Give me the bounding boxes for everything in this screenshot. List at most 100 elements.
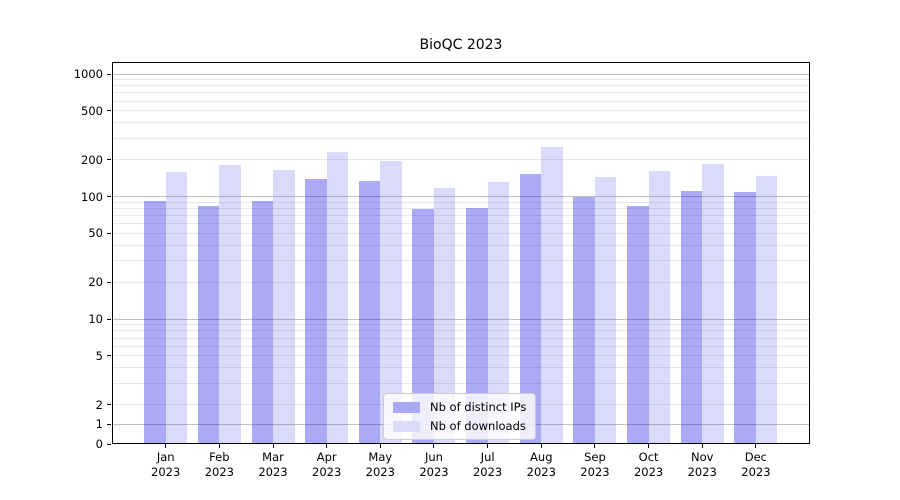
plot-area: Nb of distinct IPs Nb of downloads <box>107 62 810 448</box>
bar-downloads-feb <box>219 164 241 444</box>
x-tick-label: Dec 2023 <box>728 450 784 480</box>
bar-downloads-dec <box>755 176 778 444</box>
x-tick-label: Jul 2023 <box>460 450 516 480</box>
x-tick-month: Jul <box>480 450 495 464</box>
y-tick-label: 50 <box>88 226 103 241</box>
x-tick-mark <box>540 444 542 448</box>
legend-swatch-downloads <box>393 420 420 432</box>
bar-downloads-jan <box>165 171 188 444</box>
x-tick-year: 2023 <box>472 465 503 479</box>
x-tick-month: Nov <box>691 450 714 464</box>
gridline-minor <box>112 281 810 283</box>
x-tick-month: Dec <box>744 450 768 464</box>
gridline-minor <box>112 382 810 384</box>
bar-downloads-sep <box>594 176 617 444</box>
y-tick-label: 500 <box>81 103 103 118</box>
bar-downloads-oct <box>648 170 671 444</box>
gridline-minor <box>112 122 810 124</box>
gridline-minor <box>112 367 810 369</box>
bar-downloads-apr <box>326 151 349 444</box>
y-tick-label: 1000 <box>73 67 103 81</box>
y-tick-label: 1 <box>95 417 103 432</box>
chart-title: BioQC 2023 <box>419 37 503 53</box>
x-tick-label: Oct 2023 <box>621 450 677 480</box>
bar-downloads-jun <box>433 188 456 444</box>
y-tick-mark <box>107 196 111 198</box>
y-tick-mark <box>107 281 111 283</box>
bar-ips-apr <box>305 178 327 444</box>
gridline-minor <box>112 79 810 81</box>
x-tick-label: Feb 2023 <box>191 450 247 480</box>
x-tick-mark <box>218 444 220 448</box>
gridline-minor <box>112 244 810 246</box>
x-tick-year: 2023 <box>526 465 556 479</box>
gridline-minor <box>112 337 810 339</box>
x-tick-year: 2023 <box>419 465 449 479</box>
gridline-minor <box>112 92 810 94</box>
x-tick-year: 2023 <box>687 465 717 479</box>
bar-ips-oct <box>627 206 649 444</box>
bar-ips-sep <box>573 196 595 444</box>
bar-downloads-aug <box>541 146 563 444</box>
y-tick-mark <box>107 443 111 445</box>
x-tick-label: Jan 2023 <box>138 450 194 480</box>
y-tick-label: 5 <box>95 348 103 363</box>
x-tick-month: Oct <box>638 450 659 464</box>
y-tick-mark <box>107 232 111 234</box>
x-tick-year: 2023 <box>741 465 771 479</box>
bar-downloads-jul <box>487 181 510 444</box>
x-tick-label: Aug 2023 <box>513 450 569 480</box>
y-tick-label: 0 <box>95 437 103 451</box>
x-tick-mark <box>165 444 167 448</box>
x-tick-mark <box>487 444 489 448</box>
gridline-minor <box>112 330 810 332</box>
y-tick-mark <box>107 318 111 320</box>
x-tick-label: Nov 2023 <box>674 450 730 480</box>
gridline-minor <box>112 232 810 234</box>
y-tick-label: 2 <box>95 397 103 412</box>
x-tick-label: Mar 2023 <box>245 450 301 480</box>
bar-ips-aug <box>519 173 542 444</box>
x-tick-year: 2023 <box>633 465 664 479</box>
x-tick-mark <box>272 444 274 448</box>
y-tick-mark <box>107 110 111 112</box>
x-tick-mark <box>701 444 703 448</box>
bar-ips-jun <box>412 209 434 444</box>
bar-ips-jan <box>144 200 166 444</box>
bar-ips-jul <box>466 208 488 444</box>
gridline-minor <box>112 214 810 216</box>
gridline-minor <box>112 100 810 102</box>
x-tick-label: Sep 2023 <box>567 450 623 480</box>
x-tick-month: Feb <box>209 450 230 464</box>
legend-item-downloads: Nb of downloads <box>393 418 526 434</box>
x-tick-label: Apr 2023 <box>299 450 355 480</box>
y-tick-mark <box>107 404 111 406</box>
gridline-minor <box>112 159 810 161</box>
x-tick-month: Mar <box>262 450 284 464</box>
legend-label-downloads: Nb of downloads <box>430 419 526 433</box>
bar-ips-nov <box>680 191 703 444</box>
x-tick-year: 2023 <box>312 465 342 479</box>
x-tick-month: Aug <box>530 450 553 464</box>
x-tick-month: May <box>368 450 393 464</box>
legend-item-distinct-ips: Nb of distinct IPs <box>393 399 526 415</box>
gridline-minor <box>112 207 810 209</box>
x-tick-mark <box>648 444 650 448</box>
x-tick-month: Sep <box>584 450 606 464</box>
y-tick-label: 20 <box>88 275 103 290</box>
x-tick-month: Jan <box>156 450 175 464</box>
axes-border <box>112 62 810 444</box>
x-tick-month: Jun <box>424 450 443 464</box>
legend: Nb of distinct IPs Nb of downloads <box>383 393 537 440</box>
x-tick-month: Apr <box>316 450 337 464</box>
y-tick-mark <box>107 423 111 425</box>
x-tick-mark <box>379 444 381 448</box>
bar-downloads-may <box>380 160 402 444</box>
x-tick-label: May 2023 <box>352 450 408 480</box>
gridline-minor <box>112 345 810 347</box>
x-tick-year: 2023 <box>151 465 181 479</box>
x-tick-mark <box>433 444 435 448</box>
y-tick-label: 200 <box>81 152 103 167</box>
gridline-major <box>112 73 810 75</box>
